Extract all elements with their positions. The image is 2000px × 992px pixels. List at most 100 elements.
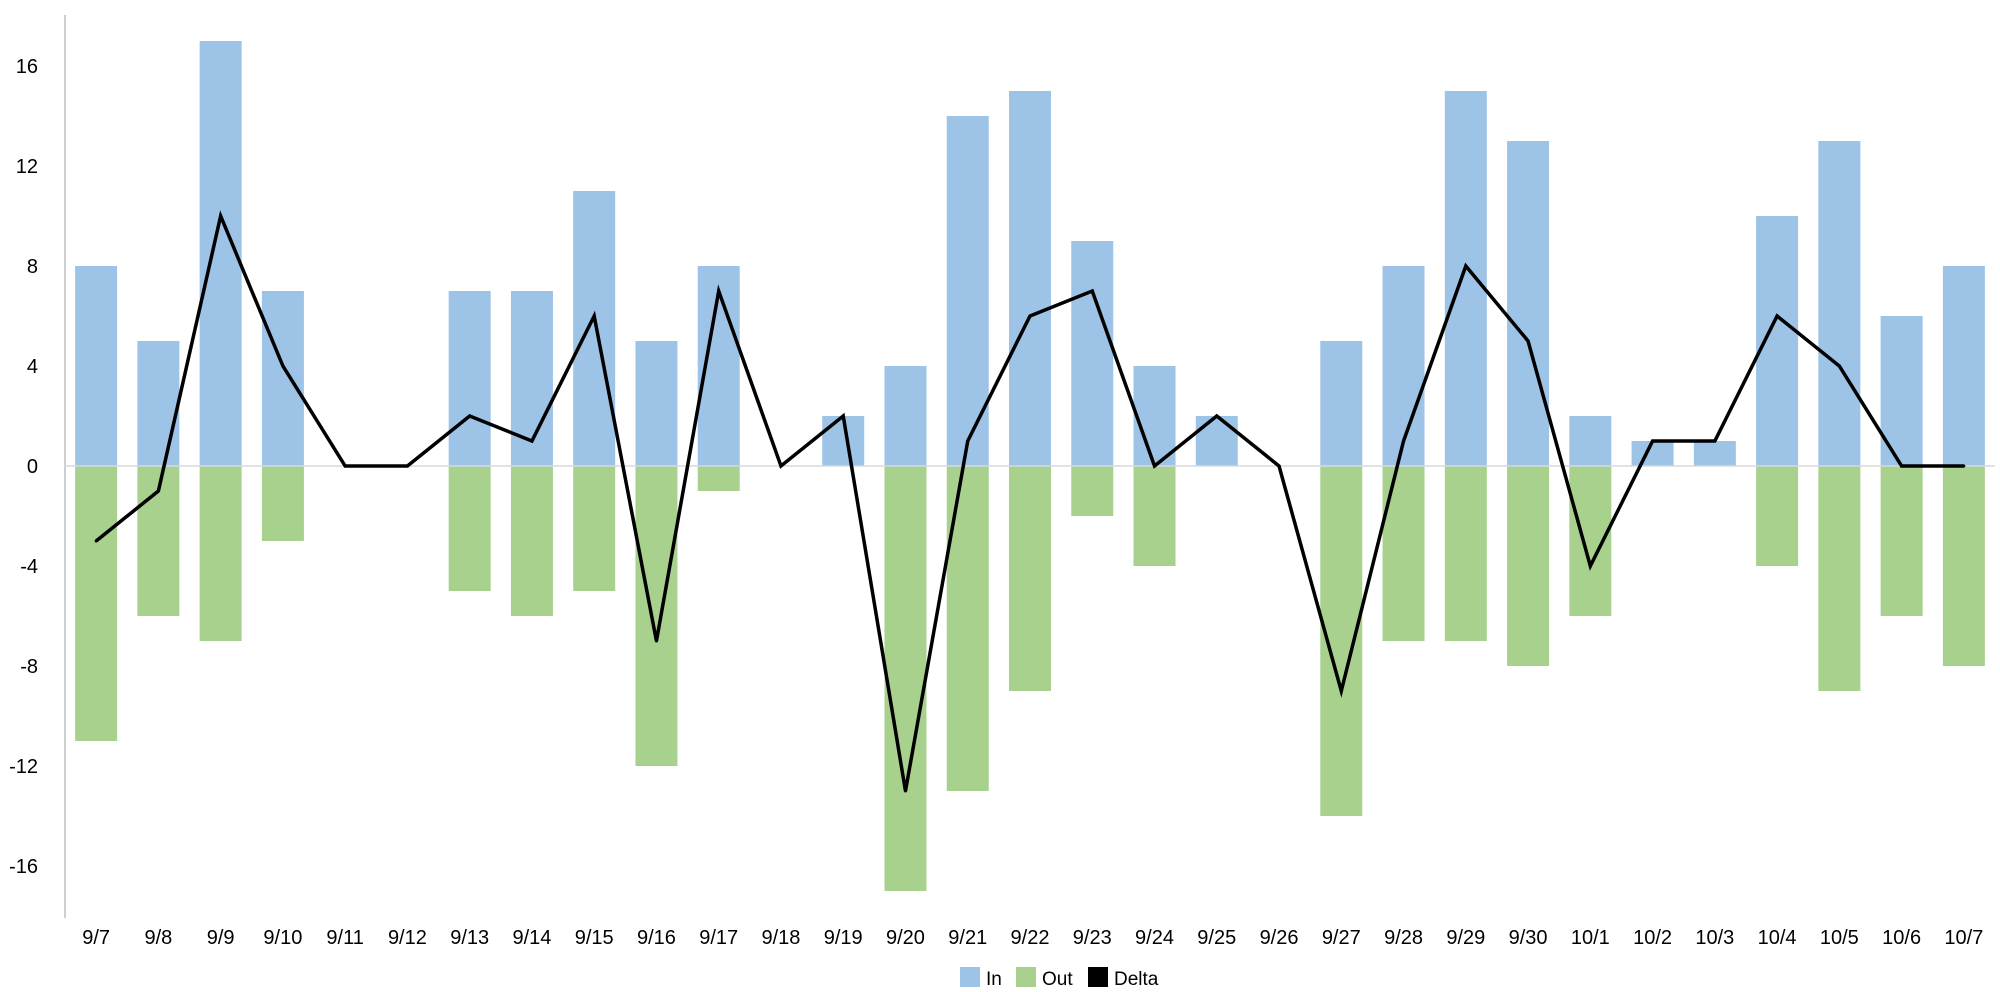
delta-point-10-1 bbox=[1588, 564, 1592, 568]
x-tick-label: 9/9 bbox=[207, 927, 235, 949]
y-tick-labels: 16 12 8 4 0 -4 -8 -12 -16 bbox=[9, 56, 38, 878]
out-bar-9-28 bbox=[1382, 466, 1425, 641]
delta-point-10-6 bbox=[1900, 464, 1904, 468]
legend-swatch-delta bbox=[1088, 967, 1108, 987]
delta-point-9-10 bbox=[281, 364, 285, 368]
x-tick-label: 9/19 bbox=[824, 927, 863, 949]
in-bar-9-7 bbox=[75, 266, 118, 466]
delta-point-9-26 bbox=[1277, 464, 1281, 468]
in-bar-9-29 bbox=[1444, 91, 1487, 466]
out-bar-9-10 bbox=[261, 466, 304, 541]
out-bar-9-20 bbox=[884, 466, 927, 891]
delta-point-10-4 bbox=[1775, 314, 1779, 318]
y-tick-label: -12 bbox=[9, 756, 38, 778]
x-tick-label: 9/27 bbox=[1322, 927, 1361, 949]
x-tick-label: 9/12 bbox=[388, 927, 427, 949]
x-tick-label: 9/14 bbox=[512, 927, 551, 949]
x-tick-label: 10/1 bbox=[1571, 927, 1610, 949]
in-bar-9-20 bbox=[884, 366, 927, 466]
x-tick-label: 9/30 bbox=[1509, 927, 1548, 949]
delta-point-9-29 bbox=[1464, 264, 1468, 268]
in-bar-9-21 bbox=[946, 116, 989, 466]
delta-point-9-22 bbox=[1028, 314, 1032, 318]
in-bar-10-2 bbox=[1631, 441, 1674, 466]
in-bar-9-27 bbox=[1320, 341, 1363, 466]
x-tick-label: 9/22 bbox=[1011, 927, 1050, 949]
delta-point-9-23 bbox=[1090, 289, 1094, 293]
delta-point-9-25 bbox=[1215, 414, 1219, 418]
delta-point-9-12 bbox=[405, 464, 409, 468]
delta-point-10-3 bbox=[1713, 439, 1717, 443]
y-tick-label: 4 bbox=[27, 356, 38, 378]
y-tick-label: -4 bbox=[20, 556, 38, 578]
legend: In Out Delta bbox=[960, 967, 1159, 990]
x-tick-label: 9/15 bbox=[575, 927, 614, 949]
x-tick-label: 9/17 bbox=[699, 927, 738, 949]
out-bars bbox=[75, 466, 1985, 891]
y-tick-label: 8 bbox=[27, 256, 38, 278]
x-tick-label: 10/4 bbox=[1758, 927, 1797, 949]
x-tick-label: 9/7 bbox=[82, 927, 110, 949]
out-bar-9-23 bbox=[1071, 466, 1114, 516]
x-tick-label: 9/11 bbox=[326, 927, 363, 949]
y-tick-label: 16 bbox=[16, 56, 38, 78]
in-bar-9-24 bbox=[1133, 366, 1176, 466]
x-tick-label: 9/28 bbox=[1384, 927, 1423, 949]
delta-point-9-24 bbox=[1153, 464, 1157, 468]
out-bar-9-16 bbox=[635, 466, 678, 766]
delta-point-9-16 bbox=[654, 639, 658, 643]
x-tick-label: 9/16 bbox=[637, 927, 676, 949]
x-tick-label: 9/10 bbox=[263, 927, 302, 949]
out-bar-9-15 bbox=[573, 466, 616, 591]
y-tick-label: -8 bbox=[20, 656, 38, 678]
x-tick-label: 9/24 bbox=[1135, 927, 1174, 949]
x-tick-label: 9/25 bbox=[1197, 927, 1236, 949]
delta-point-9-19 bbox=[841, 414, 845, 418]
x-tick-label: 10/5 bbox=[1820, 927, 1859, 949]
x-tick-label: 10/2 bbox=[1633, 927, 1672, 949]
delta-point-10-5 bbox=[1837, 364, 1841, 368]
delta-point-9-18 bbox=[779, 464, 783, 468]
legend-swatch-in bbox=[960, 967, 980, 987]
x-tick-label: 9/20 bbox=[886, 927, 925, 949]
delta-point-9-17 bbox=[717, 289, 721, 293]
x-tick-label: 10/3 bbox=[1695, 927, 1734, 949]
y-tick-label: 0 bbox=[27, 456, 38, 478]
in-bar-10-3 bbox=[1693, 441, 1736, 466]
delta-point-9-7 bbox=[94, 539, 98, 543]
in-bar-9-10 bbox=[261, 291, 304, 466]
x-tick-label: 10/7 bbox=[1944, 927, 1983, 949]
in-bar-9-16 bbox=[635, 341, 678, 466]
x-tick-label: 9/18 bbox=[761, 927, 800, 949]
in-bar-9-30 bbox=[1507, 141, 1550, 466]
in-bar-10-5 bbox=[1818, 141, 1861, 466]
out-bar-10-5 bbox=[1818, 466, 1861, 691]
out-bar-9-30 bbox=[1507, 466, 1550, 666]
out-bar-9-14 bbox=[510, 466, 553, 616]
out-bar-10-6 bbox=[1880, 466, 1923, 616]
x-tick-label: 9/8 bbox=[144, 927, 172, 949]
y-tick-label: 12 bbox=[16, 156, 38, 178]
delta-point-10-2 bbox=[1651, 439, 1655, 443]
legend-label-out: Out bbox=[1042, 969, 1073, 990]
in-bar-9-28 bbox=[1382, 266, 1425, 466]
in-bar-10-1 bbox=[1569, 416, 1612, 466]
out-bar-9-13 bbox=[448, 466, 491, 591]
x-tick-label: 10/6 bbox=[1882, 927, 1921, 949]
in-bars bbox=[75, 41, 1985, 466]
legend-swatch-out bbox=[1016, 967, 1036, 987]
out-bar-9-7 bbox=[75, 466, 118, 741]
x-tick-label: 9/13 bbox=[450, 927, 489, 949]
x-tick-label: 9/26 bbox=[1260, 927, 1299, 949]
out-bar-10-7 bbox=[1942, 466, 1985, 666]
in-bar-9-15 bbox=[573, 191, 616, 466]
delta-point-9-11 bbox=[343, 464, 347, 468]
y-tick-label: -16 bbox=[9, 856, 38, 878]
delta-point-9-21 bbox=[966, 439, 970, 443]
out-bar-9-29 bbox=[1444, 466, 1487, 641]
legend-label-delta: Delta bbox=[1114, 969, 1159, 990]
in-bar-9-25 bbox=[1195, 416, 1238, 466]
x-tick-label: 9/29 bbox=[1446, 927, 1485, 949]
in-bar-10-7 bbox=[1942, 266, 1985, 466]
